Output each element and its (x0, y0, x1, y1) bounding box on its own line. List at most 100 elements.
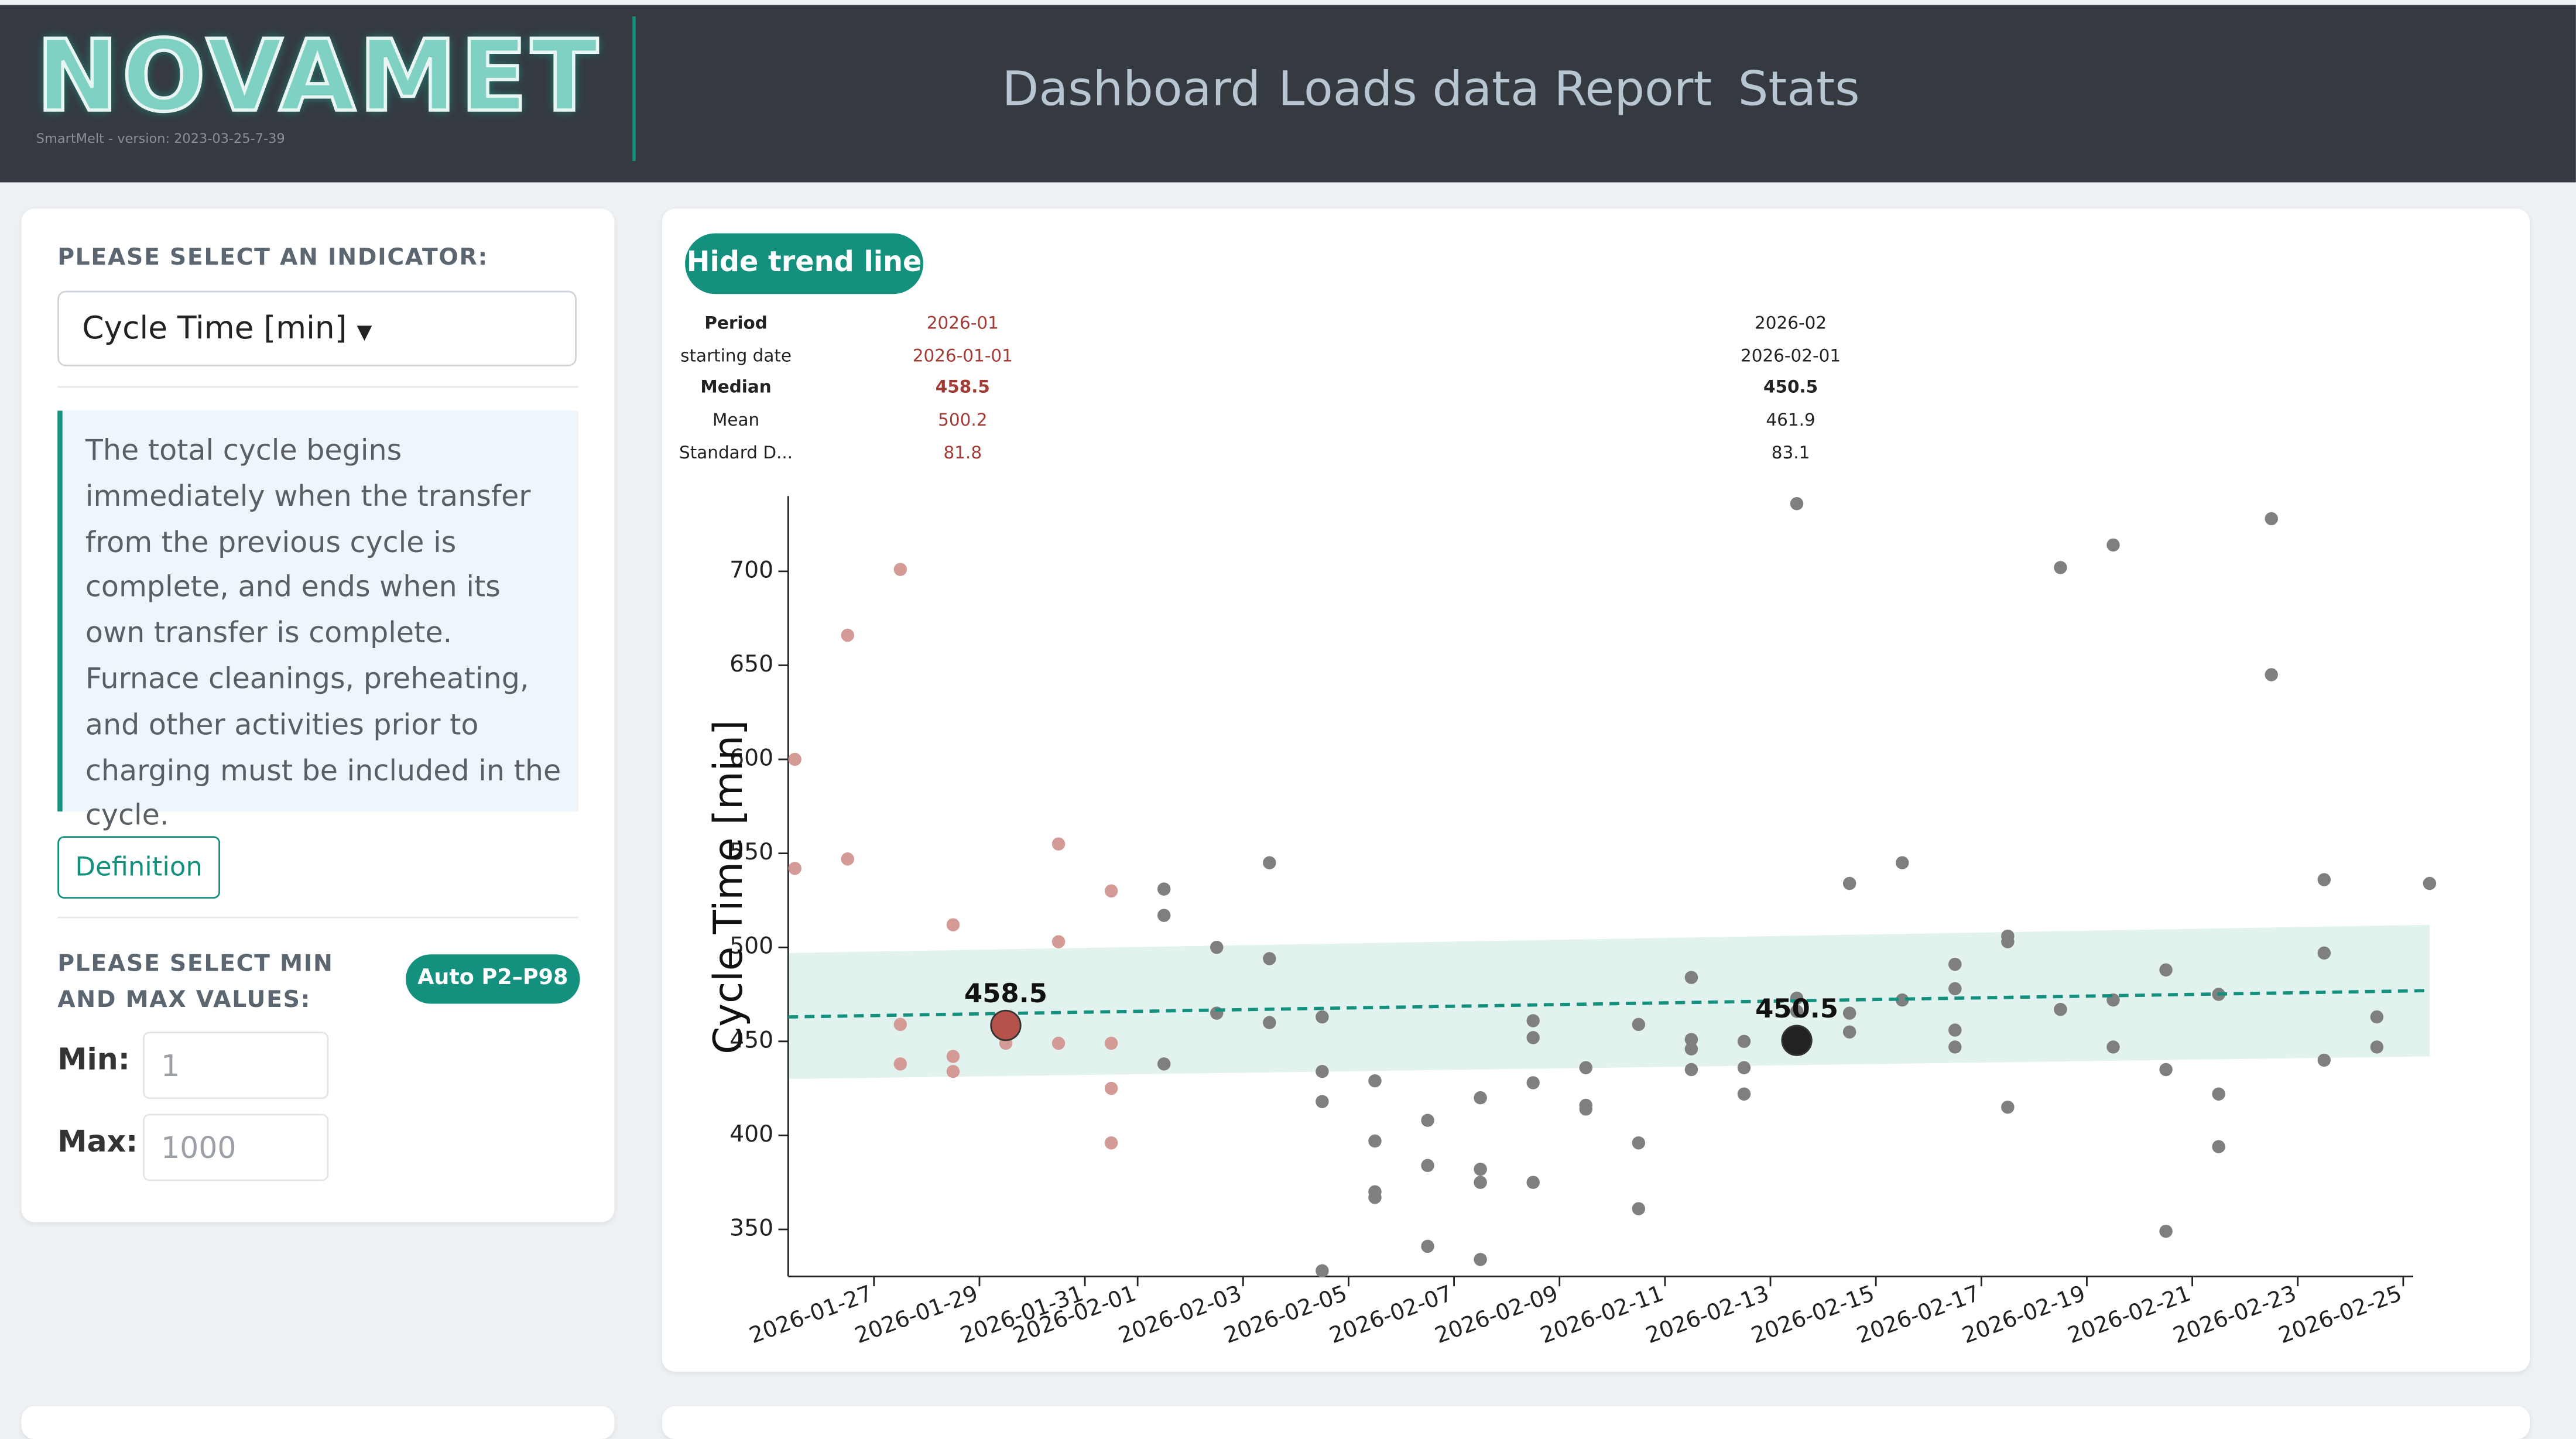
card (662, 1406, 2530, 1439)
data-point (893, 563, 907, 576)
data-point (1157, 1057, 1171, 1071)
data-point (1157, 882, 1171, 896)
data-point (1632, 1136, 1646, 1150)
y-tick-label: 500 (729, 933, 773, 960)
data-point (1579, 1061, 1592, 1074)
label: PLEASE SELECT MIN AND MAX VALUES: (57, 951, 334, 1014)
table-cell: 450.5 (1763, 377, 1818, 397)
data-point (1790, 1005, 1804, 1018)
max-input[interactable]: 1000 (143, 1113, 329, 1181)
data-point (946, 1050, 960, 1063)
table-cell: 458.5 (936, 377, 990, 397)
y-tick-label: 450 (729, 1027, 773, 1053)
data-point (1737, 1087, 1751, 1101)
table-cell: 83.1 (1772, 443, 1810, 462)
nav-link[interactable]: Dashboard (1002, 60, 1261, 117)
data-point (946, 918, 960, 931)
data-point (1948, 1023, 1962, 1037)
data-point (893, 1017, 907, 1032)
data-point (1526, 1176, 1540, 1189)
data-point (1684, 971, 1698, 984)
table-cell: 81.8 (944, 443, 982, 462)
y-tick-label: 400 (729, 1121, 773, 1147)
nav-link[interactable]: Report (1554, 60, 1712, 117)
data-point (1316, 1010, 1329, 1024)
min-input[interactable]: 1 (143, 1032, 329, 1099)
data-point (1737, 1061, 1751, 1074)
data-point (1210, 940, 1224, 954)
data-point (1051, 837, 1066, 851)
data-point (1526, 1014, 1540, 1027)
table-cell: 2026-01-01 (913, 345, 1013, 365)
trend-button[interactable]: Hide trend line (685, 233, 923, 294)
trend-band (788, 924, 2430, 1080)
nav-link[interactable]: Loads data (1278, 60, 1540, 117)
definition-button[interactable]: Definition (57, 836, 221, 899)
data-point (1684, 1042, 1698, 1056)
data-point (1895, 856, 1909, 869)
data-point (1842, 876, 1856, 890)
y-tick-label: 600 (729, 745, 773, 772)
data-point (1842, 1025, 1856, 1039)
data-point (841, 852, 854, 866)
data-point (893, 1057, 907, 1071)
table-row-label: Mean (712, 410, 759, 430)
data-point (1368, 1074, 1382, 1088)
data-point (1316, 1064, 1329, 1078)
y-tick-label: 550 (729, 839, 773, 865)
data-point (2212, 1140, 2225, 1153)
separator (632, 16, 636, 161)
data-point (2317, 946, 2331, 960)
data-point (1104, 1081, 1118, 1095)
header-bar (0, 5, 2576, 183)
data-point (1579, 1098, 1592, 1112)
data-point (1948, 1040, 1962, 1054)
data-point (2159, 1224, 2173, 1238)
data-point (1104, 1136, 1118, 1150)
data-point (2370, 1040, 2384, 1054)
table-cell: 461.9 (1766, 410, 1815, 430)
chart: Period starting date Median Mean Standard D.… (679, 313, 2437, 1348)
dropdown-text: Cycle Time [min] (82, 310, 347, 347)
y-tick-label: 650 (729, 651, 773, 677)
data-point (2001, 1100, 2015, 1114)
data-point (2159, 963, 2173, 977)
data-point (2212, 1087, 2225, 1101)
data-point (1632, 1017, 1646, 1032)
data-point (2265, 512, 2278, 526)
dropdown[interactable]: Cycle Time [min] ▼ (57, 290, 577, 366)
data-point (1474, 1162, 1487, 1176)
data-point (1421, 1159, 1434, 1172)
logo[interactable]: NOVAMET (35, 19, 602, 135)
data-point (1632, 1202, 1646, 1215)
data-point (1104, 884, 1118, 898)
data-point (1316, 1095, 1329, 1108)
data-point (1368, 1134, 1382, 1148)
chart-card (662, 208, 2530, 1372)
data-point (1526, 1076, 1540, 1089)
median-marker (1781, 1025, 1813, 1056)
data-point (1526, 1031, 1540, 1044)
data-point (1051, 935, 1066, 948)
data-point (2317, 873, 2331, 886)
trend-line (788, 989, 2430, 1019)
version: SmartMelt - version: 2023-03-25-7-39 (36, 131, 285, 146)
data-point (2265, 668, 2278, 681)
nav-link[interactable]: Stats (1738, 60, 1860, 117)
data-point (1842, 1006, 1856, 1020)
table-row-label: Standard D... (679, 443, 793, 462)
card (21, 1406, 615, 1439)
data-point (1474, 1091, 1487, 1105)
label: PLEASE SELECT AN INDICATOR: (57, 245, 488, 271)
data-point (946, 1064, 960, 1078)
table-cell: 2026-02-01 (1741, 345, 1841, 365)
data-point (1421, 1113, 1434, 1127)
auto-button[interactable]: Auto P2–P98 (406, 954, 580, 1004)
table-row-label: Period (704, 313, 768, 333)
data-point (2054, 1002, 2067, 1016)
table-cell: 2026-01 (927, 313, 999, 333)
data-point (2106, 1040, 2120, 1054)
data-point (2317, 1053, 2331, 1067)
data-point (1263, 952, 1276, 965)
